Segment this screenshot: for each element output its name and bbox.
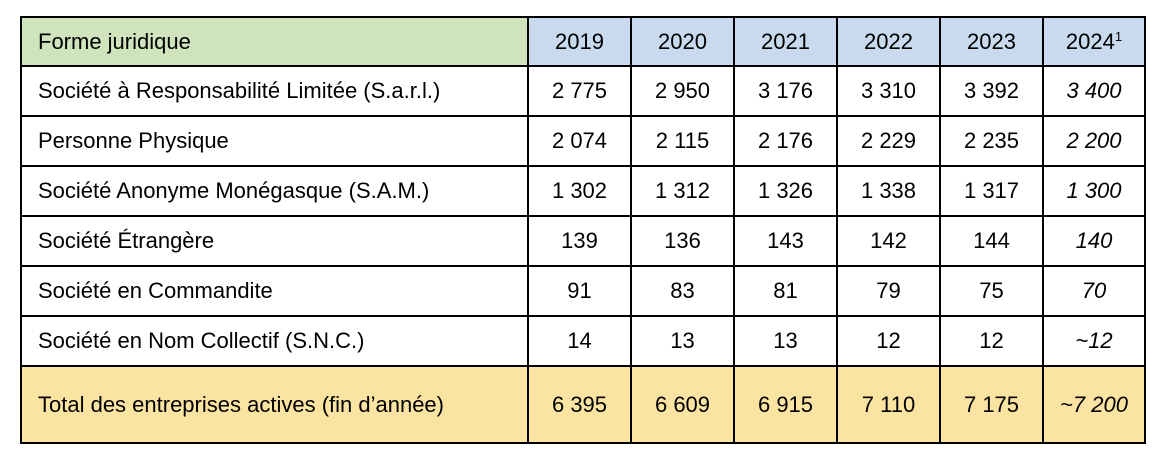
cell-value: 79 [836,265,941,317]
cell-value: 2 229 [836,115,941,167]
cell-value: 91 [527,265,632,317]
total-row: Total des entreprises actives (fin d’ann… [20,365,1146,444]
row-label: Société en Commandite [20,265,529,317]
header-row: Forme juridique 2019 2020 2021 2022 2023… [20,16,1146,67]
header-year: 2022 [836,16,941,67]
total-value: 6 915 [733,365,838,444]
legal-forms-table: Forme juridique 2019 2020 2021 2022 2023… [20,16,1146,444]
cell-estimate: 140 [1042,215,1146,267]
table-row: Personne Physique 2 074 2 115 2 176 2 22… [20,115,1146,167]
row-label: Société Anonyme Monégasque (S.A.M.) [20,165,529,217]
table-row: Société en Commandite 91 83 81 79 75 70 [20,265,1146,317]
cell-value: 2 235 [939,115,1044,167]
cell-value: 3 392 [939,65,1044,117]
cell-value: 81 [733,265,838,317]
header-label: Forme juridique [20,16,529,67]
total-value: 7 175 [939,365,1044,444]
total-value: 6 609 [630,365,735,444]
cell-value: 1 338 [836,165,941,217]
cell-estimate: ~12 [1042,315,1146,367]
cell-value: 13 [630,315,735,367]
cell-value: 14 [527,315,632,367]
cell-value: 12 [939,315,1044,367]
total-value: 6 395 [527,365,632,444]
cell-estimate: 1 300 [1042,165,1146,217]
total-value: 7 110 [836,365,941,444]
total-estimate: ~7 200 [1042,365,1146,444]
row-label: Société Étrangère [20,215,529,267]
cell-value: 2 950 [630,65,735,117]
footnote-mark: 1 [1114,28,1123,44]
header-year: 2019 [527,16,632,67]
cell-value: 2 775 [527,65,632,117]
header-year: 2023 [939,16,1044,67]
cell-value: 2 074 [527,115,632,167]
header-year: 2020 [630,16,735,67]
cell-value: 13 [733,315,838,367]
cell-value: 1 317 [939,165,1044,217]
cell-value: 1 326 [733,165,838,217]
table-row: Société en Nom Collectif (S.N.C.) 14 13 … [20,315,1146,367]
cell-value: 1 302 [527,165,632,217]
table-container: Forme juridique 2019 2020 2021 2022 2023… [20,16,1146,444]
total-label: Total des entreprises actives (fin d’ann… [20,365,529,444]
cell-value: 83 [630,265,735,317]
cell-estimate: 2 200 [1042,115,1146,167]
cell-value: 139 [527,215,632,267]
cell-estimate: 3 400 [1042,65,1146,117]
cell-value: 136 [630,215,735,267]
table-row: Société à Responsabilité Limitée (S.a.r.… [20,65,1146,117]
table-row: Société Étrangère 139 136 143 142 144 14… [20,215,1146,267]
cell-value: 12 [836,315,941,367]
cell-value: 75 [939,265,1044,317]
cell-estimate: 70 [1042,265,1146,317]
row-label: Société en Nom Collectif (S.N.C.) [20,315,529,367]
header-year-label: 2024 [1065,28,1115,54]
cell-value: 144 [939,215,1044,267]
cell-value: 2 176 [733,115,838,167]
cell-value: 3 176 [733,65,838,117]
header-year: 2021 [733,16,838,67]
cell-value: 142 [836,215,941,267]
header-year-estimate: 20241 [1042,16,1146,67]
cell-value: 2 115 [630,115,735,167]
row-label: Personne Physique [20,115,529,167]
table-row: Société Anonyme Monégasque (S.A.M.) 1 30… [20,165,1146,217]
cell-value: 143 [733,215,838,267]
row-label: Société à Responsabilité Limitée (S.a.r.… [20,65,529,117]
cell-value: 1 312 [630,165,735,217]
cell-value: 3 310 [836,65,941,117]
